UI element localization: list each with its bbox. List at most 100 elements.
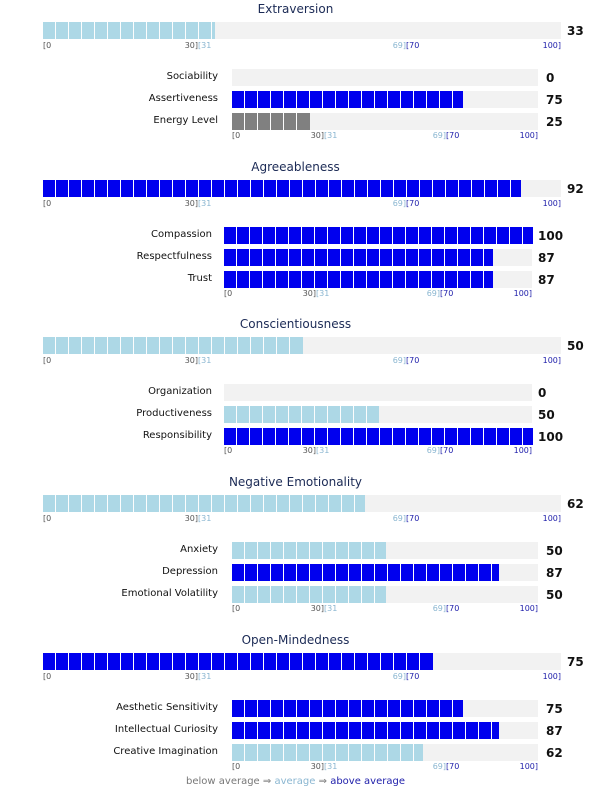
section-4-facet-tick-low-end: 30] [310, 762, 324, 771]
section-1-facet-tick-low-end: 30] [302, 289, 316, 298]
section-3-main-tick-start: [0 [43, 514, 52, 523]
section-3-facet-2-bar-fill [232, 586, 386, 603]
section-1-main-tick-high-start: [70 [406, 199, 420, 208]
section-3-facet-tick-avg-end: 69] [432, 604, 446, 613]
section-0-main-tick-high-start: [70 [406, 41, 420, 50]
section-3-main-tick-low-end: 30] [184, 514, 198, 523]
section-0-facet-tick-avg-end: 69] [432, 131, 446, 140]
section-2-facet-0-bar-track [224, 384, 532, 401]
section-3-main-tick-end: 100] [542, 514, 561, 523]
section-2-facet-1-score: 50 [538, 408, 555, 422]
section-2-main-tick-high-start: [70 [406, 356, 420, 365]
section-1-main-tick-end: 100] [542, 199, 561, 208]
section-1-facet-1-bar-track [224, 249, 532, 266]
section-3-facet-1-score: 87 [546, 566, 563, 580]
section-1-facet-2-score: 87 [538, 273, 555, 287]
section-4-main-tick-avg-start: [31 [198, 672, 212, 681]
section-0-facet-tick-high-start: [70 [446, 131, 460, 140]
section-3-facet-2-label: Emotional Volatility [121, 588, 218, 599]
section-1-main-tick-start: [0 [43, 199, 52, 208]
section-2-facet-1-bar-fill [224, 406, 379, 423]
section-1-main-bar-track [43, 180, 561, 197]
section-2-main-tick-start: [0 [43, 356, 52, 365]
section-1-facet-tick-high-start: [70 [440, 289, 454, 298]
section-2-main-tick-end: 100] [542, 356, 561, 365]
section-0-title: Extraversion [257, 2, 334, 16]
section-1-facet-2-bar-track [224, 271, 532, 288]
section-3-facet-1-label: Depression [162, 566, 218, 577]
section-0-main-tick-avg-end: 69] [392, 41, 406, 50]
section-0-facet-1-score: 75 [546, 93, 563, 107]
section-4-facet-2-bar-fill [232, 744, 423, 761]
section-3-main-score: 62 [567, 497, 584, 511]
section-0-main-tick-start: [0 [43, 41, 52, 50]
section-0-facet-0-label: Sociability [166, 71, 218, 82]
section-2-main-bar-track [43, 337, 561, 354]
section-2-facet-tick-start: [0 [224, 446, 233, 455]
section-1-facet-0-bar-track [224, 227, 533, 244]
section-2-facet-0-label: Organization [148, 386, 212, 397]
section-2-main-bar-fill [43, 337, 303, 354]
section-1-facet-2-bar-fill [224, 271, 493, 288]
section-0-facet-tick-end: 100] [519, 131, 538, 140]
section-2-title: Conscientiousness [239, 317, 352, 331]
section-3-facet-tick-end: 100] [519, 604, 538, 613]
section-0-facet-2-bar-fill [232, 113, 310, 130]
section-4-facet-tick-avg-start: [31 [324, 762, 338, 771]
section-3-facet-tick-low-end: 30] [310, 604, 324, 613]
legend-average: average [274, 776, 316, 787]
section-0-facet-1-label: Assertiveness [148, 93, 218, 104]
section-0-facet-1-bar-fill [232, 91, 463, 108]
section-0-facet-0-bar-track [232, 69, 538, 86]
section-4-facet-tick-avg-end: 69] [432, 762, 446, 771]
section-3-facet-1-bar-track [232, 564, 538, 581]
section-2-facet-2-bar-fill [224, 428, 533, 445]
section-4-main-tick-end: 100] [542, 672, 561, 681]
section-2-facet-tick-end: 100] [513, 446, 532, 455]
section-3-facet-tick-start: [0 [232, 604, 241, 613]
section-1-main-tick-avg-end: 69] [392, 199, 406, 208]
section-4-title: Open-Mindedness [241, 633, 350, 647]
section-3-main-tick-avg-start: [31 [198, 514, 212, 523]
section-0-main-tick-end: 100] [542, 41, 561, 50]
section-1-main-tick-avg-start: [31 [198, 199, 212, 208]
section-1-main-score: 92 [567, 182, 584, 196]
section-1-facet-tick-avg-end: 69] [426, 289, 440, 298]
section-2-facet-1-bar-track [224, 406, 532, 423]
section-0-main-bar-track [43, 22, 561, 39]
section-3-main-tick-avg-end: 69] [392, 514, 406, 523]
section-1-main-tick-low-end: 30] [184, 199, 198, 208]
section-2-facet-0-score: 0 [538, 386, 547, 400]
section-2-facet-1-label: Productiveness [136, 408, 212, 419]
section-2-main-tick-low-end: 30] [184, 356, 198, 365]
section-3-title: Negative Emotionality [228, 475, 363, 489]
section-3-facet-0-bar-track [232, 542, 538, 559]
section-4-facet-1-label: Intellectual Curiosity [114, 724, 218, 735]
section-4-facet-tick-start: [0 [232, 762, 241, 771]
legend-above: above average [330, 776, 405, 787]
legend-arrow-icon: ⇒ [262, 776, 272, 787]
section-1-facet-1-bar-fill [224, 249, 493, 266]
section-1-facet-tick-end: 100] [513, 289, 532, 298]
section-4-main-tick-high-start: [70 [406, 672, 420, 681]
section-3-main-bar-track [43, 495, 561, 512]
section-2-facet-tick-high-start: [70 [440, 446, 454, 455]
section-3-facet-tick-avg-start: [31 [324, 604, 338, 613]
section-0-main-tick-avg-start: [31 [198, 41, 212, 50]
legend: below average ⇒ average ⇒ above average [0, 776, 591, 788]
section-3-main-bar-fill [43, 495, 365, 512]
section-0-facet-2-score: 25 [546, 115, 563, 129]
section-4-facet-0-label: Aesthetic Sensitivity [116, 702, 218, 713]
section-4-facet-2-bar-track [232, 744, 538, 761]
section-1-facet-tick-start: [0 [224, 289, 233, 298]
section-3-facet-0-bar-fill [232, 542, 386, 559]
section-0-facet-tick-low-end: 30] [310, 131, 324, 140]
section-0-facet-2-bar-track [232, 113, 538, 130]
section-0-facet-tick-start: [0 [232, 131, 241, 140]
section-0-facet-tick-avg-start: [31 [324, 131, 338, 140]
section-3-facet-2-bar-track [232, 586, 538, 603]
section-3-main-tick-high-start: [70 [406, 514, 420, 523]
section-2-main-tick-avg-start: [31 [198, 356, 212, 365]
section-0-main-score: 33 [567, 24, 584, 38]
section-1-facet-0-bar-fill [224, 227, 533, 244]
